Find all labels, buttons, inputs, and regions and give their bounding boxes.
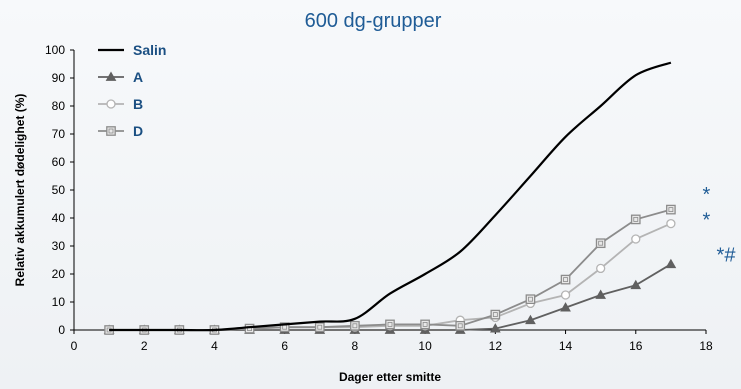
data-point-d bbox=[455, 320, 466, 331]
x-tick-label: 2 bbox=[141, 339, 148, 353]
data-point-b bbox=[596, 263, 606, 274]
legend-label: D bbox=[133, 123, 143, 139]
y-axis-label: Relativ akkumulert dødelighet (%) bbox=[13, 94, 27, 287]
series-line-d bbox=[109, 208, 672, 331]
data-point-d-inner bbox=[668, 207, 674, 213]
legend-marker bbox=[105, 71, 117, 81]
legend-label: B bbox=[133, 96, 143, 112]
x-tick-label: 8 bbox=[352, 339, 359, 353]
annotations: * * *# bbox=[702, 184, 736, 266]
x-tick-label: 4 bbox=[211, 339, 218, 353]
data-point-d-inner bbox=[317, 324, 323, 330]
data-point-d bbox=[560, 274, 571, 285]
data-point-b bbox=[666, 218, 676, 229]
significance-annotation: * bbox=[702, 209, 710, 231]
significance-annotation: * bbox=[702, 184, 710, 206]
data-point-d-inner bbox=[492, 312, 498, 318]
x-tick-label: 12 bbox=[489, 339, 503, 353]
chart-title: 600 dg-grupper bbox=[305, 10, 442, 32]
legend-item-a: A bbox=[98, 69, 143, 85]
data-point-d bbox=[350, 320, 360, 331]
data-point-d bbox=[490, 309, 501, 320]
data-point-d bbox=[525, 294, 536, 305]
data-point-d-inner bbox=[457, 323, 463, 329]
y-tick-label: 60 bbox=[52, 155, 66, 169]
legend-item-b: B bbox=[98, 96, 143, 112]
y-tick-label: 90 bbox=[52, 71, 66, 85]
legend-item-d: D bbox=[98, 123, 143, 139]
data-point-d-inner bbox=[563, 277, 568, 283]
y-tick-label: 10 bbox=[52, 295, 66, 309]
data-point-d-inner bbox=[352, 323, 358, 329]
x-axis-label: Dager etter smitte bbox=[339, 370, 441, 384]
data-point-b bbox=[631, 234, 641, 244]
data-point-d-inner bbox=[598, 240, 604, 246]
data-point-a bbox=[630, 279, 642, 290]
x-tick-label: 6 bbox=[281, 339, 288, 353]
x-tick-label: 14 bbox=[559, 339, 573, 353]
data-point-d-inner bbox=[528, 296, 533, 302]
y-tick-label: 50 bbox=[52, 183, 66, 197]
legend-marker bbox=[106, 126, 116, 136]
y-tick-label: 80 bbox=[52, 99, 66, 113]
x-tick-label: 0 bbox=[71, 339, 78, 353]
data-point-a bbox=[525, 314, 536, 325]
legend-item-salin: Salin bbox=[98, 42, 166, 58]
y-tick-label: 30 bbox=[52, 239, 66, 253]
x-tick-label: 10 bbox=[418, 339, 432, 353]
legend-marker-inner bbox=[108, 128, 114, 134]
series-layer bbox=[103, 61, 677, 335]
series-d bbox=[104, 204, 676, 335]
y-tick-label: 40 bbox=[52, 211, 66, 225]
data-point-d bbox=[420, 319, 430, 330]
data-point-d bbox=[314, 322, 325, 333]
data-point-d bbox=[279, 322, 290, 333]
data-point-d bbox=[385, 319, 395, 330]
data-point-b bbox=[560, 290, 571, 300]
y-ticks: 0 10 20 30 40 50 60 70 80 90 100 bbox=[45, 43, 74, 337]
y-tick-label: 70 bbox=[52, 127, 66, 141]
legend-label: A bbox=[133, 69, 143, 85]
x-tick-label: 18 bbox=[699, 339, 713, 353]
y-tick-label: 0 bbox=[58, 323, 65, 337]
data-point-d bbox=[666, 204, 676, 215]
y-tick-label: 20 bbox=[52, 267, 66, 281]
data-point-a bbox=[489, 323, 501, 333]
legend-marker bbox=[106, 99, 116, 109]
legend-label: Salin bbox=[133, 42, 166, 58]
data-point-d bbox=[630, 214, 641, 225]
series-b bbox=[104, 218, 676, 335]
data-point-d-inner bbox=[422, 321, 428, 327]
data-point-d-inner bbox=[633, 216, 639, 222]
x-tick-label: 16 bbox=[629, 339, 643, 353]
series-line-salin bbox=[109, 61, 672, 332]
series-line-b bbox=[109, 222, 672, 331]
data-point-d bbox=[595, 238, 606, 249]
data-point-d bbox=[244, 323, 255, 334]
significance-annotation: *# bbox=[717, 244, 737, 266]
axes bbox=[73, 50, 706, 331]
data-point-a bbox=[560, 302, 571, 312]
data-point-d-inner bbox=[387, 321, 393, 327]
data-point-a bbox=[595, 289, 607, 299]
y-tick-label: 100 bbox=[45, 43, 65, 57]
data-point-a bbox=[665, 258, 677, 269]
legend: Salin ABD bbox=[98, 42, 166, 139]
series-salin bbox=[109, 61, 672, 332]
